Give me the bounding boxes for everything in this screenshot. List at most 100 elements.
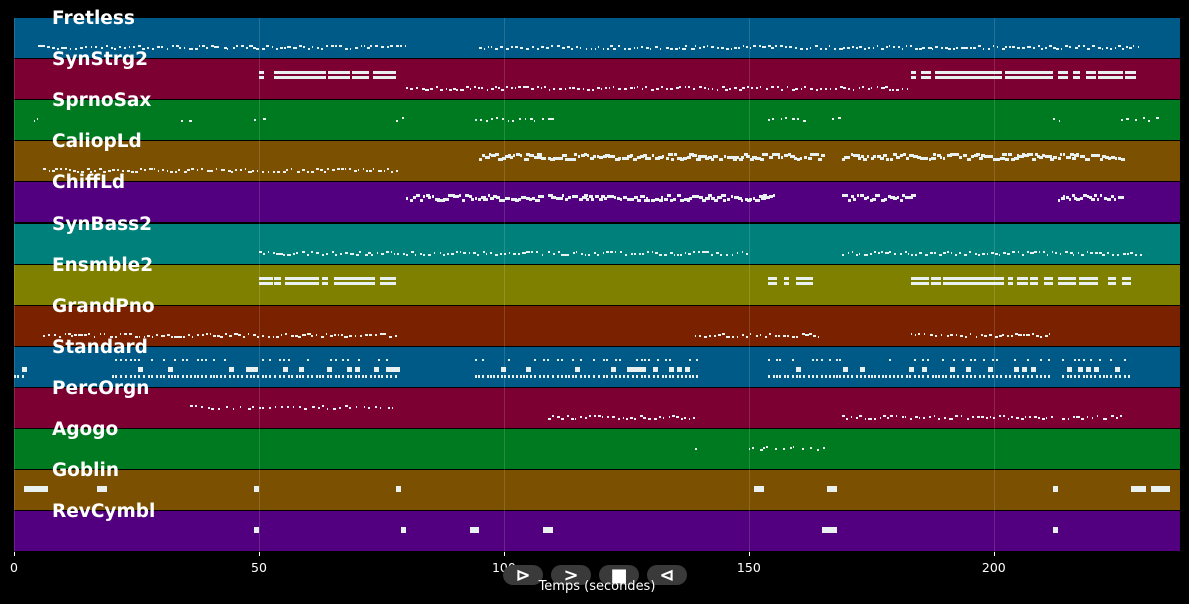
track-label: PercOrgn xyxy=(52,377,150,399)
note xyxy=(205,374,208,378)
note xyxy=(726,198,730,202)
gridline xyxy=(993,18,995,552)
note xyxy=(526,374,529,378)
note xyxy=(272,251,275,254)
note xyxy=(431,195,435,199)
note xyxy=(460,89,464,92)
note xyxy=(476,253,480,256)
note xyxy=(358,281,371,285)
note xyxy=(964,47,968,49)
note xyxy=(287,358,290,361)
track-grandpno[interactable] xyxy=(14,305,1180,346)
note xyxy=(207,170,211,173)
note xyxy=(961,374,964,378)
note xyxy=(987,48,991,50)
note xyxy=(1091,281,1098,285)
note xyxy=(978,276,997,280)
note xyxy=(548,157,552,161)
note xyxy=(953,48,955,50)
note xyxy=(307,48,311,50)
track-standard[interactable] xyxy=(14,346,1180,387)
note xyxy=(864,48,867,50)
note xyxy=(346,366,352,372)
track-revcymbl[interactable] xyxy=(14,511,1180,552)
note xyxy=(665,157,670,161)
note xyxy=(1069,251,1073,254)
note xyxy=(664,198,668,202)
track-goblin[interactable] xyxy=(14,470,1180,511)
note xyxy=(901,48,904,50)
track-fretless[interactable] xyxy=(14,18,1180,58)
note xyxy=(605,154,610,158)
note xyxy=(911,194,915,198)
note xyxy=(507,197,510,201)
note xyxy=(301,76,319,80)
note xyxy=(1057,281,1070,285)
note xyxy=(615,250,617,253)
note xyxy=(812,153,817,157)
note xyxy=(796,118,800,121)
note xyxy=(874,417,876,420)
note xyxy=(1027,358,1030,361)
note xyxy=(322,374,325,378)
note xyxy=(279,374,281,378)
note xyxy=(623,196,628,200)
note xyxy=(1096,198,1100,202)
track-ensmble2[interactable] xyxy=(14,264,1180,305)
note xyxy=(415,87,418,90)
note xyxy=(937,154,942,158)
track-percorgn[interactable] xyxy=(14,387,1180,428)
note xyxy=(373,168,375,171)
tick-label: 200 xyxy=(981,560,1006,575)
note xyxy=(132,46,136,48)
note xyxy=(958,251,961,254)
note xyxy=(973,47,976,49)
note xyxy=(433,251,435,254)
note xyxy=(626,155,632,159)
note xyxy=(656,374,659,378)
note xyxy=(818,158,823,162)
note xyxy=(740,156,744,160)
note xyxy=(953,153,957,157)
track-agogo[interactable] xyxy=(14,429,1180,469)
note xyxy=(923,416,925,419)
note xyxy=(845,417,848,420)
note xyxy=(1059,153,1063,157)
note xyxy=(180,120,183,123)
note xyxy=(847,374,850,378)
track-caliopld[interactable] xyxy=(14,141,1180,182)
track-sprnosax[interactable] xyxy=(14,100,1180,141)
track-synbass2[interactable] xyxy=(14,223,1180,264)
track-chiffld[interactable] xyxy=(14,182,1180,223)
note xyxy=(943,276,956,280)
note xyxy=(115,374,118,378)
track-synstrg2[interactable] xyxy=(14,59,1180,100)
note xyxy=(254,119,257,122)
play-button[interactable]: ⊳ xyxy=(503,565,543,586)
note xyxy=(515,199,519,203)
note xyxy=(815,89,819,92)
note xyxy=(74,48,78,50)
note xyxy=(254,486,259,493)
note xyxy=(674,153,677,157)
note xyxy=(1021,47,1025,49)
note xyxy=(982,48,985,50)
rewind-button[interactable]: ⊲ xyxy=(647,565,687,586)
note xyxy=(367,251,371,254)
note xyxy=(905,45,908,47)
note xyxy=(942,251,946,254)
note xyxy=(158,170,160,173)
note xyxy=(299,366,305,372)
note xyxy=(822,527,838,534)
note xyxy=(385,250,389,253)
note xyxy=(1156,117,1159,120)
note xyxy=(480,196,486,200)
note xyxy=(593,374,596,378)
note xyxy=(374,405,378,408)
stop-button[interactable]: ■ xyxy=(599,565,639,586)
note xyxy=(340,333,343,336)
note xyxy=(125,358,128,361)
note xyxy=(996,46,999,48)
note xyxy=(861,86,864,89)
forward-button[interactable]: > xyxy=(551,565,591,586)
